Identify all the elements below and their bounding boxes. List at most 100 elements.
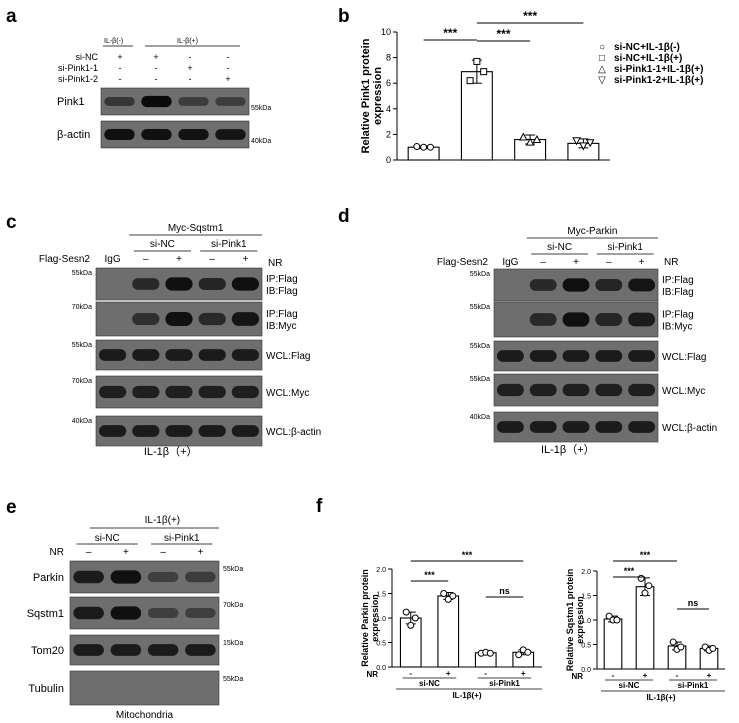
protein-band (165, 312, 193, 326)
data-point (413, 143, 421, 151)
protein-band (562, 383, 590, 397)
protein-band (165, 385, 193, 399)
nr-label: NR (50, 547, 64, 558)
panel-c-letter: c (6, 212, 17, 233)
data-point (420, 143, 428, 151)
y-axis-label-line2: expression (575, 596, 585, 644)
protein-band (628, 278, 656, 292)
group-label: si-NC (95, 533, 120, 544)
kda-label: 40kDa (72, 418, 92, 425)
blot-label: Tubulin (28, 683, 64, 695)
western-blot (95, 301, 263, 337)
data-point (473, 57, 481, 65)
group-label: si-Pink1 (678, 681, 709, 690)
protein-band (529, 279, 557, 291)
nr-label: NR (268, 258, 282, 269)
data-point (466, 77, 474, 85)
y-tick-label: 0.5 (376, 641, 386, 648)
data-point (641, 589, 649, 597)
legend-entry: si-NC+IL-1β(-) (614, 42, 680, 53)
blot-label: WCL:β-actin (266, 427, 321, 438)
protein-band (141, 95, 172, 108)
y-axis-label: Relative Parkin proteinexpression (360, 569, 380, 667)
data-point (524, 648, 532, 656)
kda-label: 55kDa (470, 343, 490, 350)
significance-label: *** (640, 550, 651, 560)
nr-mark: - (484, 669, 487, 678)
protein-band (147, 607, 179, 619)
protein-band (215, 129, 246, 140)
group-label: si-Pink1 (211, 239, 247, 250)
kda-label: 55kDa (470, 271, 490, 278)
blot-label: WCL:Myc (662, 386, 705, 397)
blot-label: IB:Myc (266, 321, 297, 332)
protein-band (73, 606, 104, 620)
row-mark: - (227, 52, 230, 62)
nr-mark: + (242, 254, 248, 265)
nr-mark: - (676, 671, 679, 680)
group-label: si-NC (547, 242, 572, 253)
kda-label: 70kDa (223, 602, 243, 609)
y-tick-label: 1.5 (581, 594, 591, 601)
data-point (532, 134, 542, 144)
western-blot (493, 411, 659, 443)
protein-band (628, 350, 656, 362)
protein-band (562, 350, 590, 362)
western-blot (493, 268, 659, 302)
y-tick-label: 1.0 (581, 618, 591, 625)
protein-band (98, 349, 127, 361)
row-mark: - (189, 52, 192, 62)
protein-band (231, 277, 260, 291)
significance-label: *** (424, 570, 435, 580)
protein-band (104, 128, 135, 141)
kda-label: 55kDa (72, 270, 92, 277)
nr-mark: – (86, 547, 92, 558)
blot-label: Parkin (33, 572, 64, 584)
protein-band (132, 385, 160, 399)
nr-mark: + (707, 671, 712, 680)
blot-background (69, 670, 220, 706)
protein-band (496, 383, 524, 397)
data-point (525, 137, 535, 146)
kda-label: 55kDa (72, 342, 92, 349)
y-tick-label: 0.0 (376, 665, 386, 672)
y-axis-label-line2: expression (370, 594, 380, 642)
significance-label: ns (499, 586, 510, 596)
data-point (613, 616, 621, 624)
blot-label: IP:Flag (266, 274, 298, 285)
protein-band (110, 570, 142, 584)
protein-band (628, 383, 656, 397)
data-point (572, 137, 581, 146)
nr-mark: + (197, 547, 203, 558)
kda-label: 55kDa (251, 105, 271, 112)
nr-mark: – (209, 254, 215, 265)
nr-mark: - (612, 671, 615, 680)
panel-c: Myc-Sqstm1 si-NC si-Pink1 Flag-Sesn2 IgG – + – +… (39, 223, 321, 458)
data-point (440, 590, 448, 597)
blot-label: WCL:Flag (662, 352, 706, 363)
legend-marker: ▽ (598, 75, 606, 86)
row-mark: - (119, 74, 122, 84)
data-point (637, 574, 645, 582)
data-point (402, 608, 410, 616)
row-mark: - (227, 63, 230, 73)
protein-band (147, 644, 179, 656)
protein-band (132, 312, 160, 326)
blot-label: IB:Flag (266, 286, 298, 297)
row-mark: - (189, 74, 192, 84)
y-axis-label: Relative Pink1 proteinexpression (360, 38, 384, 153)
protein-band (529, 421, 557, 433)
protein-band (73, 570, 104, 584)
western-blot (95, 415, 263, 447)
protein-band (185, 571, 216, 583)
header-label: Myc-Sqstm1 (168, 223, 224, 234)
protein-band (110, 644, 142, 656)
blot-label: Sqstm1 (27, 608, 64, 620)
nr-label: NR (366, 670, 378, 679)
protein-band (595, 279, 623, 291)
protein-band (198, 349, 226, 361)
western-blot (493, 340, 659, 372)
blot-label: Pink1 (57, 96, 85, 108)
protein-band (198, 312, 226, 326)
